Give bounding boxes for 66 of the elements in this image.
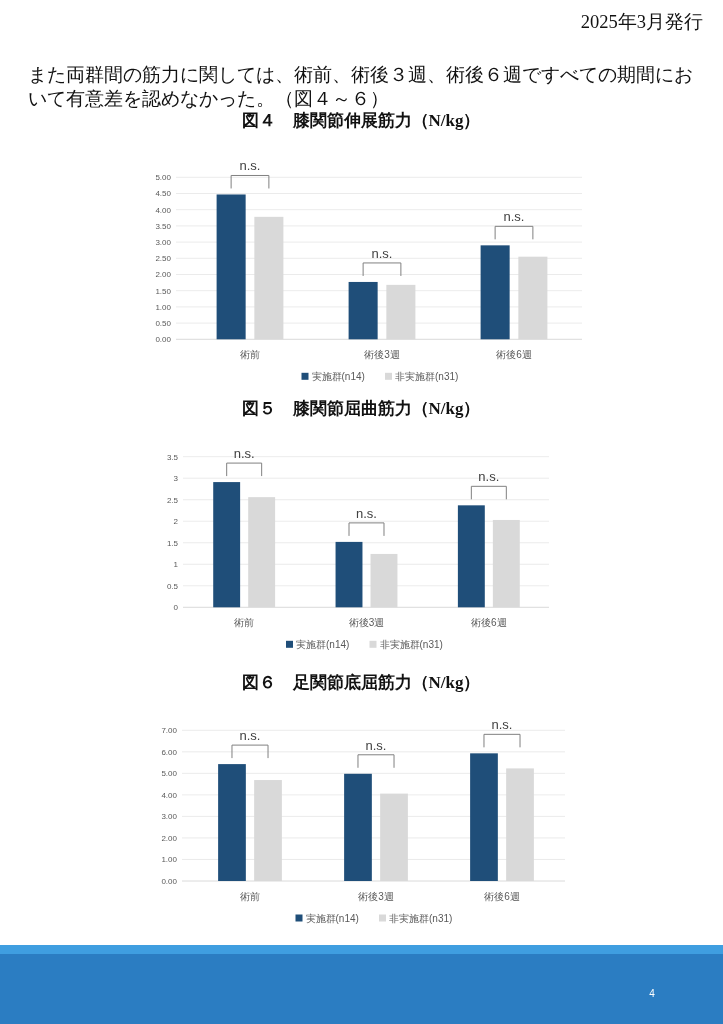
- bar: [457, 505, 485, 608]
- legend-label: 非実施群(n31): [395, 370, 459, 382]
- y-tick-label: 4.00: [155, 205, 172, 215]
- y-tick-label: 1.5: [166, 538, 179, 548]
- text: 4: [649, 988, 656, 999]
- y-tick-label: 5.00: [161, 769, 178, 779]
- legend-label: 実施群(n14): [311, 370, 365, 382]
- y-tick-label: 3.00: [161, 812, 178, 822]
- y-tick-label: 1: [173, 560, 179, 570]
- x-tick-label: 術前: [234, 616, 255, 628]
- chart-title: 図４ 膝関節伸展筋力（N/kg）: [241, 111, 481, 130]
- y-tick-label: 1.50: [155, 286, 172, 296]
- legend-label: 非実施群(n31): [389, 912, 453, 924]
- y-tick-label: 0.00: [155, 335, 172, 345]
- bar: [213, 482, 241, 608]
- annotation: n.s.: [233, 446, 255, 462]
- y-tick-label: 0.00: [161, 876, 178, 886]
- bar: [348, 281, 378, 340]
- y-tick-label: 2: [173, 517, 179, 527]
- legend-label: 非実施群(n31): [379, 638, 443, 650]
- text: 2025年3月発行: [580, 12, 703, 32]
- x-tick-label: 術前: [240, 890, 260, 902]
- annotation: n.s.: [371, 245, 393, 261]
- bar: [480, 245, 510, 340]
- y-tick-label: 3.5: [166, 452, 179, 462]
- annotation: n.s.: [503, 209, 525, 225]
- text: また両群間の筋力に関しては、術前、術後３週、術後６週ですべての期間において有意差を認めなかった。（図４～６）: [28, 64, 693, 109]
- y-tick-label: 3: [173, 474, 179, 484]
- y-tick-label: 2.00: [155, 270, 172, 280]
- x-tick-label: 術後3週: [348, 616, 385, 628]
- x-tick-label: 術後3週: [364, 348, 400, 360]
- bar: [470, 753, 498, 881]
- annotation: n.s.: [478, 469, 500, 485]
- y-tick-label: 5.00: [155, 173, 172, 183]
- y-tick-label: 3.50: [155, 221, 172, 231]
- x-tick-label: 術後6週: [471, 616, 507, 628]
- bar: [344, 773, 372, 881]
- x-tick-label: 術後6週: [496, 348, 532, 360]
- chart-title: 図６ 足関節底屈筋力（N/kg）: [241, 673, 481, 692]
- text: n.s.: [239, 158, 261, 174]
- annotation: n.s.: [491, 717, 513, 733]
- y-tick-label: 2.5: [166, 495, 179, 505]
- y-tick-label: 1.00: [161, 855, 178, 865]
- legend-label: 実施群(n14): [305, 912, 359, 924]
- x-tick-label: 術前: [240, 348, 260, 360]
- annotation: n.s.: [365, 737, 387, 753]
- legend-label: 実施群(n14): [296, 638, 350, 650]
- bar: [335, 541, 363, 608]
- annotation: n.s.: [239, 728, 261, 744]
- y-tick-label: 1.00: [155, 302, 172, 312]
- y-tick-label: 0.50: [155, 318, 172, 328]
- y-tick-label: 2.50: [155, 254, 172, 264]
- annotation: n.s.: [356, 505, 377, 521]
- y-tick-label: 7.00: [161, 726, 178, 736]
- bar: [218, 764, 246, 881]
- y-tick-label: 2.00: [161, 833, 178, 843]
- y-tick-label: 6.00: [161, 747, 178, 757]
- y-tick-label: 4.00: [161, 790, 178, 800]
- x-tick-label: 術後6週: [484, 890, 520, 902]
- y-tick-label: 4.50: [155, 189, 172, 199]
- y-tick-label: 3.00: [155, 237, 172, 247]
- chart-title: 図５ 膝関節屈曲筋力（N/kg）: [241, 399, 481, 418]
- x-tick-label: 術後3週: [358, 890, 394, 902]
- y-tick-label: 0: [173, 603, 179, 613]
- bar: [216, 194, 246, 340]
- y-tick-label: 0.5: [166, 581, 179, 591]
